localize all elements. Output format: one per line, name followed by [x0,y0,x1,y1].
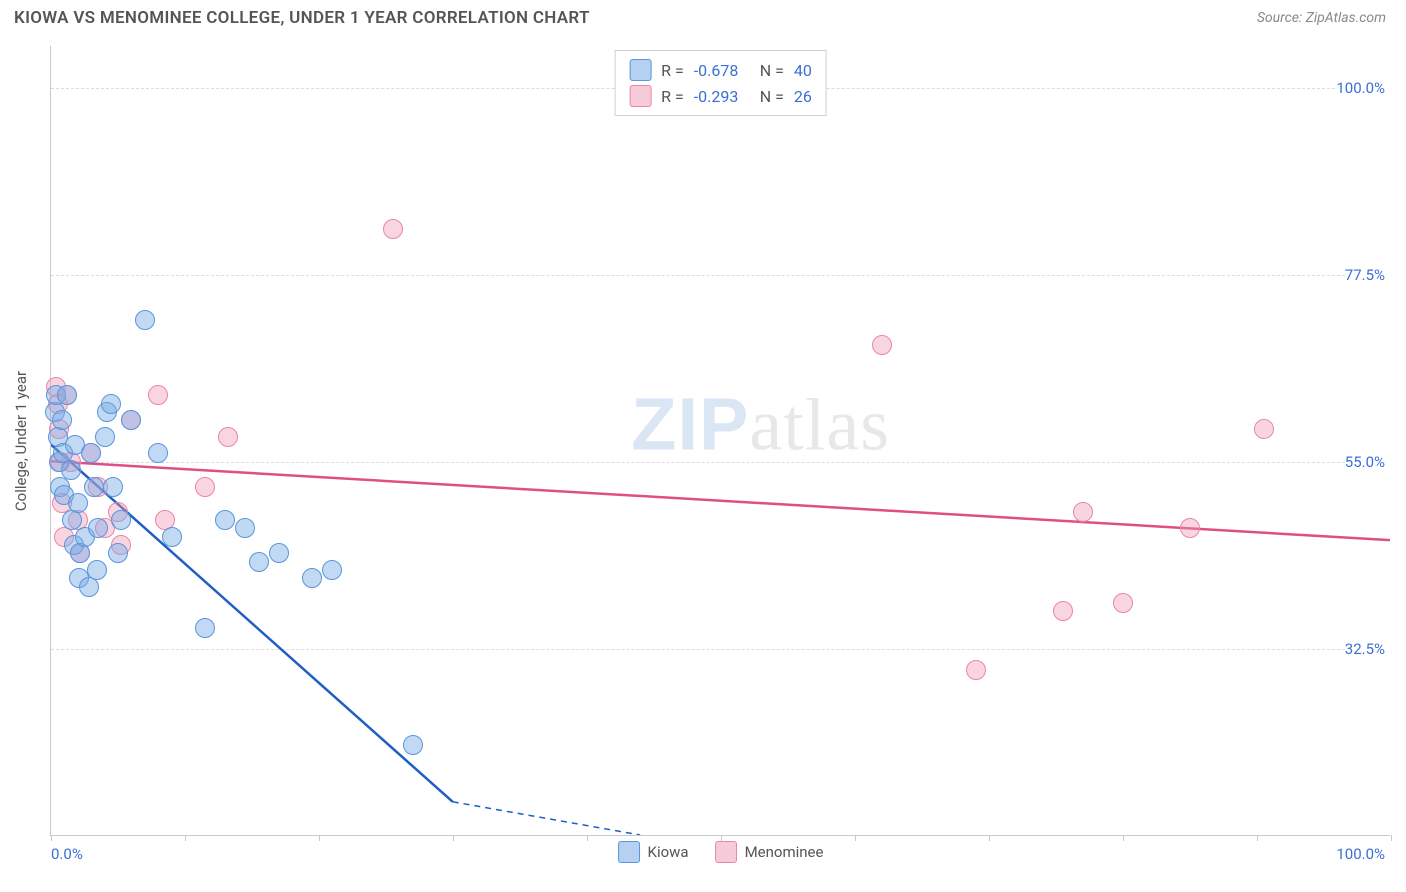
data-point-kiowa [84,477,104,497]
data-point-kiowa [88,518,108,538]
data-point-menominee [966,660,986,680]
data-point-menominee [218,427,238,447]
data-point-menominee [1053,601,1073,621]
data-point-kiowa [162,527,182,547]
data-point-menominee [1073,502,1093,522]
data-point-kiowa [52,410,72,430]
swatch-kiowa-icon [629,59,651,81]
data-point-kiowa [108,543,128,563]
series-legend: Kiowa Menominee [618,841,824,863]
x-tick [319,835,320,841]
header: KIOWA VS MENOMINEE COLLEGE, UNDER 1 YEAR… [0,0,1406,36]
y-tick-label: 32.5% [1345,640,1395,658]
x-tick [185,835,186,841]
data-point-kiowa [61,460,81,480]
y-tick-label: 55.0% [1345,453,1395,471]
swatch-menominee-icon [629,85,651,107]
data-point-kiowa [235,518,255,538]
data-point-kiowa [57,385,77,405]
data-point-kiowa [302,568,322,588]
watermark: ZIPatlas [631,381,890,468]
data-point-kiowa [103,477,123,497]
swatch-menominee-icon [715,841,737,863]
source-label: Source: ZipAtlas.com [1257,10,1386,26]
x-axis-min: 0.0% [51,845,83,863]
x-tick [1257,835,1258,841]
data-point-kiowa [68,493,88,513]
data-point-kiowa [148,443,168,463]
trend-lines [51,46,1390,835]
gridline [51,462,1390,463]
gridline [51,275,1390,276]
data-point-kiowa [322,560,342,580]
chart-plot: College, Under 1 year 32.5%55.0%77.5%100… [50,46,1390,836]
x-tick [453,835,454,841]
data-point-kiowa [101,394,121,414]
data-point-menominee [872,335,892,355]
correlation-legend: R = -0.678 N = 40 R = -0.293 N = 26 [614,50,827,116]
legend-row-kiowa: R = -0.678 N = 40 [629,57,812,83]
data-point-menominee [148,385,168,405]
legend-row-menominee: R = -0.293 N = 26 [629,83,812,109]
data-point-menominee [383,219,403,239]
data-point-menominee [1254,419,1274,439]
data-point-kiowa [215,510,235,530]
legend-item-kiowa: Kiowa [618,841,689,863]
data-point-kiowa [95,427,115,447]
data-point-kiowa [121,410,141,430]
x-tick [855,835,856,841]
data-point-kiowa [269,543,289,563]
data-point-kiowa [70,543,90,563]
data-point-menominee [195,477,215,497]
x-tick [989,835,990,841]
data-point-kiowa [81,443,101,463]
y-tick-label: 100.0% [1336,79,1395,97]
data-point-menominee [1113,593,1133,613]
gridline [51,649,1390,650]
swatch-kiowa-icon [618,841,640,863]
data-point-kiowa [111,510,131,530]
y-axis-label: College, Under 1 year [12,370,30,510]
legend-item-menominee: Menominee [715,841,824,863]
y-tick-label: 77.5% [1345,266,1395,284]
data-point-kiowa [87,560,107,580]
data-point-kiowa [195,618,215,638]
data-point-menominee [1180,518,1200,538]
x-axis-max: 100.0% [1336,845,1385,863]
x-tick [587,835,588,841]
data-point-kiowa [249,552,269,572]
data-point-kiowa [135,310,155,330]
x-tick [51,835,52,841]
x-tick [1123,835,1124,841]
chart-title: KIOWA VS MENOMINEE COLLEGE, UNDER 1 YEAR… [14,8,590,28]
data-point-kiowa [403,735,423,755]
x-tick [1391,835,1392,841]
